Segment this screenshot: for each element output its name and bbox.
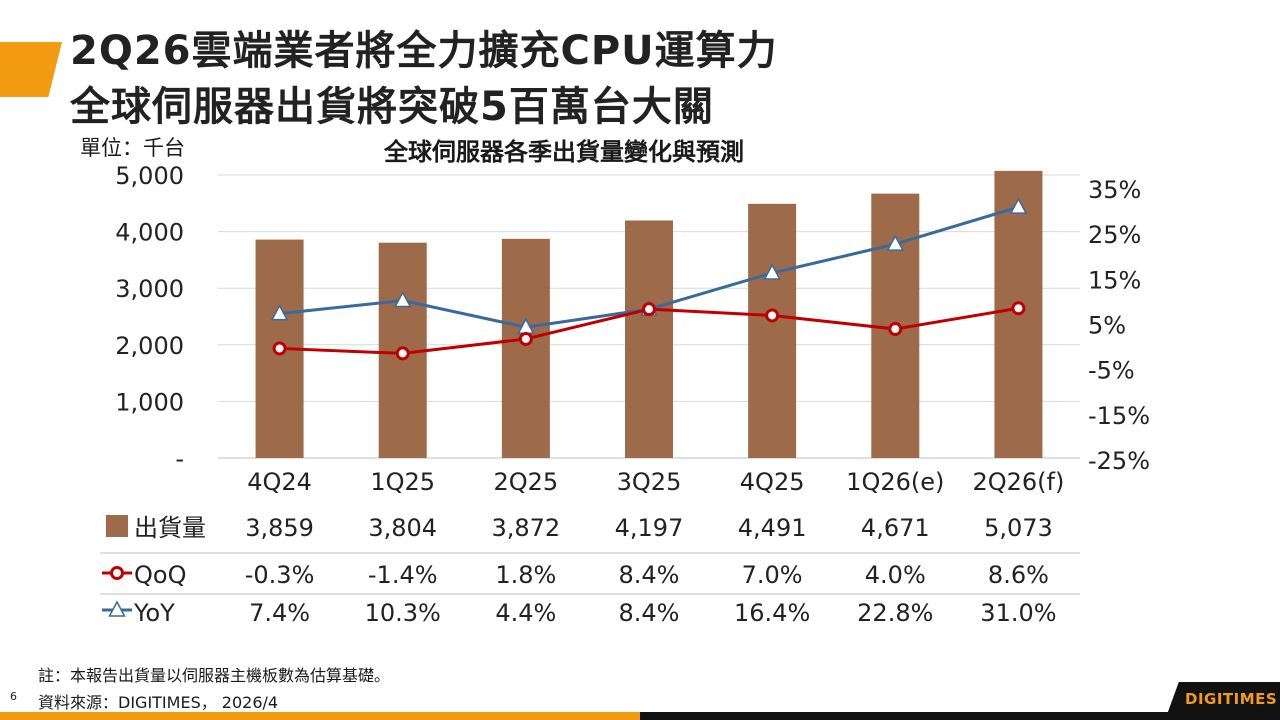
table-cell: 4,671 (861, 514, 930, 542)
table-cell: 1.8% (495, 561, 556, 589)
table-cell: 22.8% (857, 599, 933, 627)
digitimes-logo: DIGITIMES (1185, 690, 1278, 708)
chart-title: 全球伺服器各季出貨量變化與預測 (384, 138, 744, 166)
table-cell: 16.4% (734, 599, 810, 627)
table-cell: 5,073 (984, 514, 1053, 542)
left-tick-label: 3,000 (115, 275, 184, 303)
qoq-point (642, 302, 656, 317)
table-cell: 10.3% (365, 599, 441, 627)
left-tick-label: - (175, 445, 184, 473)
category-label: 1Q26(e) (846, 468, 944, 496)
qoq-point (518, 331, 533, 346)
qoq-point (395, 346, 410, 361)
unit-label: 單位：千台 (80, 136, 185, 160)
table-cell: 8.4% (619, 599, 680, 627)
legend-qoq-marker (110, 566, 124, 580)
left-tick-label: 2,000 (115, 332, 184, 360)
table-cell: 7.4% (249, 599, 310, 627)
right-tick-label: 25% (1088, 221, 1141, 249)
footer-bar-black (640, 712, 1280, 720)
legend-yoy-marker (108, 600, 126, 617)
legend-label: 出貨量 (134, 514, 206, 542)
yoy-point (1009, 197, 1028, 214)
bar-2Q25 (501, 238, 550, 458)
table-cell: -0.3% (245, 561, 315, 589)
right-tick-label: 15% (1088, 266, 1141, 294)
table-cell: 8.6% (988, 561, 1049, 589)
yoy-point (393, 290, 412, 308)
left-tick-label: 1,000 (115, 388, 184, 416)
table-cell: 4,197 (615, 514, 684, 542)
page-number: 6 (10, 690, 17, 703)
table-cell: -1.4% (368, 561, 438, 589)
left-tick-label: 5,000 (115, 162, 184, 190)
footnote: 註：本報告出貨量以伺服器主機板數為估算基礎。 (38, 666, 391, 685)
bar-4Q25 (748, 203, 797, 458)
page-title: 2Q26雲端業者將全力擴充CPU運算力 (70, 28, 778, 74)
left-tick-label: 4,000 (115, 219, 184, 247)
qoq-point (1011, 301, 1026, 316)
table-cell: 3,804 (368, 514, 437, 542)
table-cell: 4.4% (495, 599, 556, 627)
table-cell: 3,872 (491, 514, 560, 542)
bar-3Q25 (625, 220, 673, 458)
legend-label: QoQ (134, 561, 186, 589)
category-label: 3Q25 (617, 468, 682, 496)
page-subtitle: 全球伺服器出貨將突破5百萬台大關 (70, 84, 714, 130)
legend-bar-swatch (106, 515, 128, 537)
yoy-point (886, 234, 905, 251)
qoq-point (272, 341, 287, 356)
qoq-point (888, 322, 903, 337)
table-cell: 7.0% (742, 561, 803, 589)
source: 資料來源：DIGITIMES， 2026/4 (38, 693, 279, 712)
table-cell: 4,491 (738, 514, 807, 542)
logo-background (1165, 682, 1280, 720)
footer-bar-orange (0, 712, 640, 720)
table-cell: 4.0% (865, 561, 926, 589)
yoy-point (763, 263, 781, 280)
table-cell: 3,859 (245, 514, 314, 542)
right-tick-label: 35% (1088, 176, 1141, 204)
yoy-point (270, 304, 289, 321)
table-cell: 31.0% (980, 599, 1056, 627)
category-label: 4Q24 (247, 468, 312, 496)
category-label: 2Q26(f) (972, 468, 1064, 496)
legend-label: YoY (133, 599, 175, 627)
right-tick-label: -25% (1088, 447, 1150, 475)
category-label: 2Q25 (494, 468, 559, 496)
right-tick-label: 5% (1088, 312, 1126, 340)
qoq-point (765, 308, 780, 323)
category-label: 4Q25 (740, 468, 805, 496)
right-tick-label: -15% (1088, 402, 1150, 430)
right-tick-label: -5% (1088, 357, 1135, 385)
category-label: 1Q25 (370, 468, 435, 496)
table-cell: 8.4% (619, 561, 680, 589)
